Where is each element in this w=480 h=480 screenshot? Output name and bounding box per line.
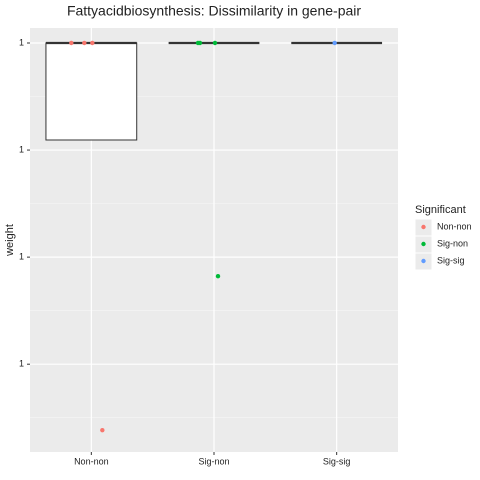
legend-label: Sig-non <box>437 238 468 248</box>
legend-label: Sig-sig <box>437 255 465 265</box>
point <box>82 40 87 46</box>
point <box>197 40 203 46</box>
legend-label: Non-non <box>437 221 472 231</box>
chart-title: Fattyacidbiosynthesis: Dissimilarity in … <box>67 3 361 19</box>
point <box>332 40 337 46</box>
x-tick-label: Sig-non <box>198 456 229 466</box>
point <box>212 40 218 46</box>
point <box>215 273 221 279</box>
legend-dot <box>421 258 426 264</box>
point <box>100 427 105 433</box>
y-axis-label: weight <box>4 224 16 257</box>
y-tick-label: 1 <box>19 144 24 154</box>
box <box>45 42 138 141</box>
y-tick-label: 1 <box>19 359 24 369</box>
legend-dot <box>421 224 426 230</box>
y-tick-label: 1 <box>19 252 24 262</box>
point <box>90 40 95 46</box>
point <box>69 40 74 46</box>
x-tick-label: Sig-sig <box>323 456 351 466</box>
legend-title: Significant <box>415 204 466 216</box>
legend-dot <box>421 241 426 247</box>
x-tick-label: Non-non <box>74 456 109 466</box>
y-tick-label: 1 <box>19 37 24 47</box>
